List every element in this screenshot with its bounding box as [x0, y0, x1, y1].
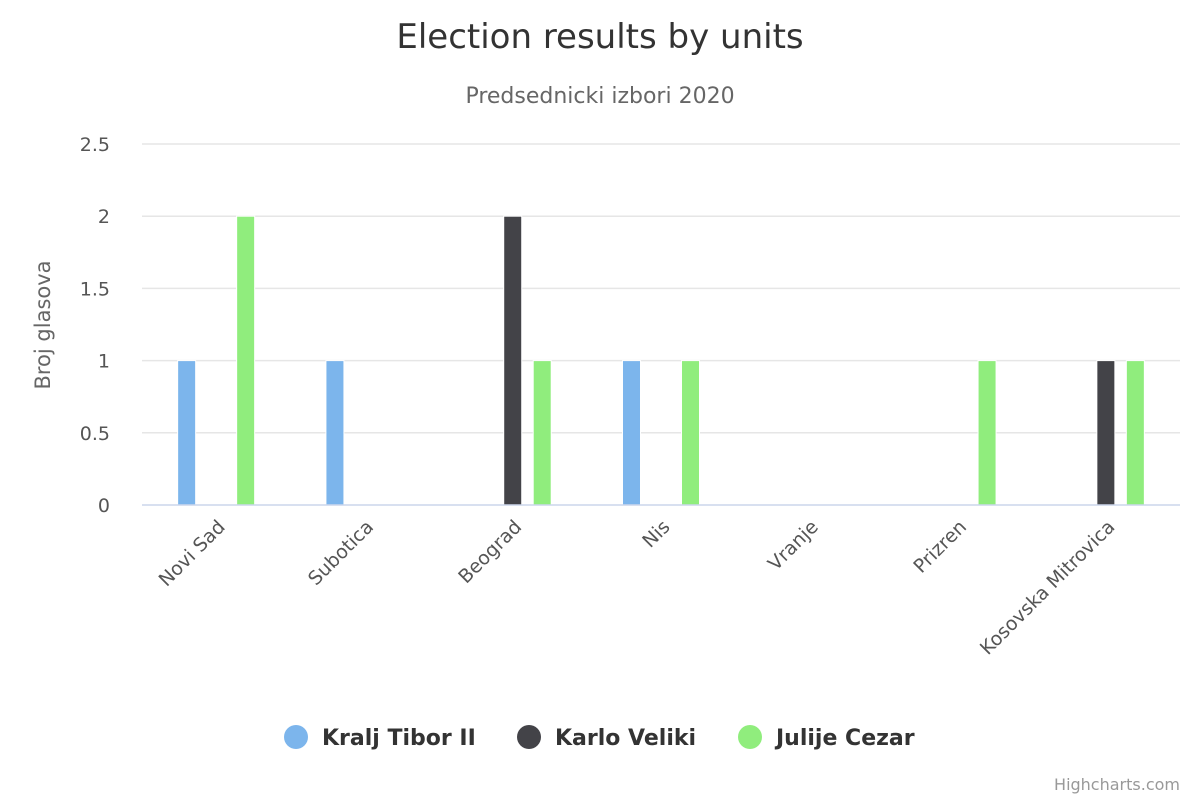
y-tick-label: 0.5	[80, 423, 110, 445]
x-tick-label: Vranje	[764, 516, 823, 575]
bar[interactable]	[325, 360, 345, 506]
y-axis-ticks: 0 0.5 1 1.5 2 2.5	[80, 134, 110, 517]
legend-label: Julije Cezar	[774, 726, 915, 751]
y-tick-label: 2.5	[80, 134, 110, 156]
x-tick-label: Prizren	[909, 516, 971, 578]
bar[interactable]	[622, 360, 641, 506]
y-tick-label: 1	[98, 351, 110, 373]
y-tick-label: 2	[98, 206, 110, 228]
bar[interactable]	[977, 360, 997, 506]
legend-label: Karlo Veliki	[555, 726, 696, 751]
y-tick-label: 0	[98, 495, 110, 517]
grid-lines	[142, 143, 1180, 434]
legend-item[interactable]: Karlo Veliki	[517, 725, 696, 751]
chart-subtitle: Predsednicki izbori 2020	[465, 84, 734, 109]
x-tick-label: Beograd	[454, 516, 526, 588]
bar[interactable]	[1125, 360, 1145, 506]
legend-item[interactable]: Julije Cezar	[738, 725, 915, 751]
bar[interactable]	[681, 360, 700, 506]
bar[interactable]	[1096, 360, 1116, 506]
chart-title: Election results by units	[396, 17, 803, 57]
bar[interactable]	[503, 215, 523, 506]
bar[interactable]	[177, 360, 197, 506]
legend-label: Kralj Tibor II	[322, 726, 476, 751]
legend: Kralj Tibor II Karlo Veliki Julije Cezar	[284, 725, 915, 751]
x-tick-label: Nis	[638, 516, 674, 552]
y-axis-title: Broj glasova	[31, 260, 55, 389]
legend-item[interactable]: Kralj Tibor II	[284, 725, 476, 751]
x-tick-label: Subotica	[304, 516, 378, 590]
x-axis-ticks: Novi Sad Subotica Beograd Nis Vranje Prizren K…	[155, 516, 1120, 659]
x-tick-label: Novi Sad	[155, 516, 230, 591]
bar[interactable]	[532, 360, 552, 506]
y-tick-label: 1.5	[80, 278, 110, 300]
x-tick-label: Kosovska Mitrovica	[976, 516, 1119, 659]
bar[interactable]	[236, 215, 256, 506]
credits-link[interactable]: Highcharts.com	[1054, 775, 1180, 794]
legend-symbol	[738, 725, 762, 749]
legend-symbol	[284, 725, 308, 749]
legend-symbol	[517, 725, 541, 749]
